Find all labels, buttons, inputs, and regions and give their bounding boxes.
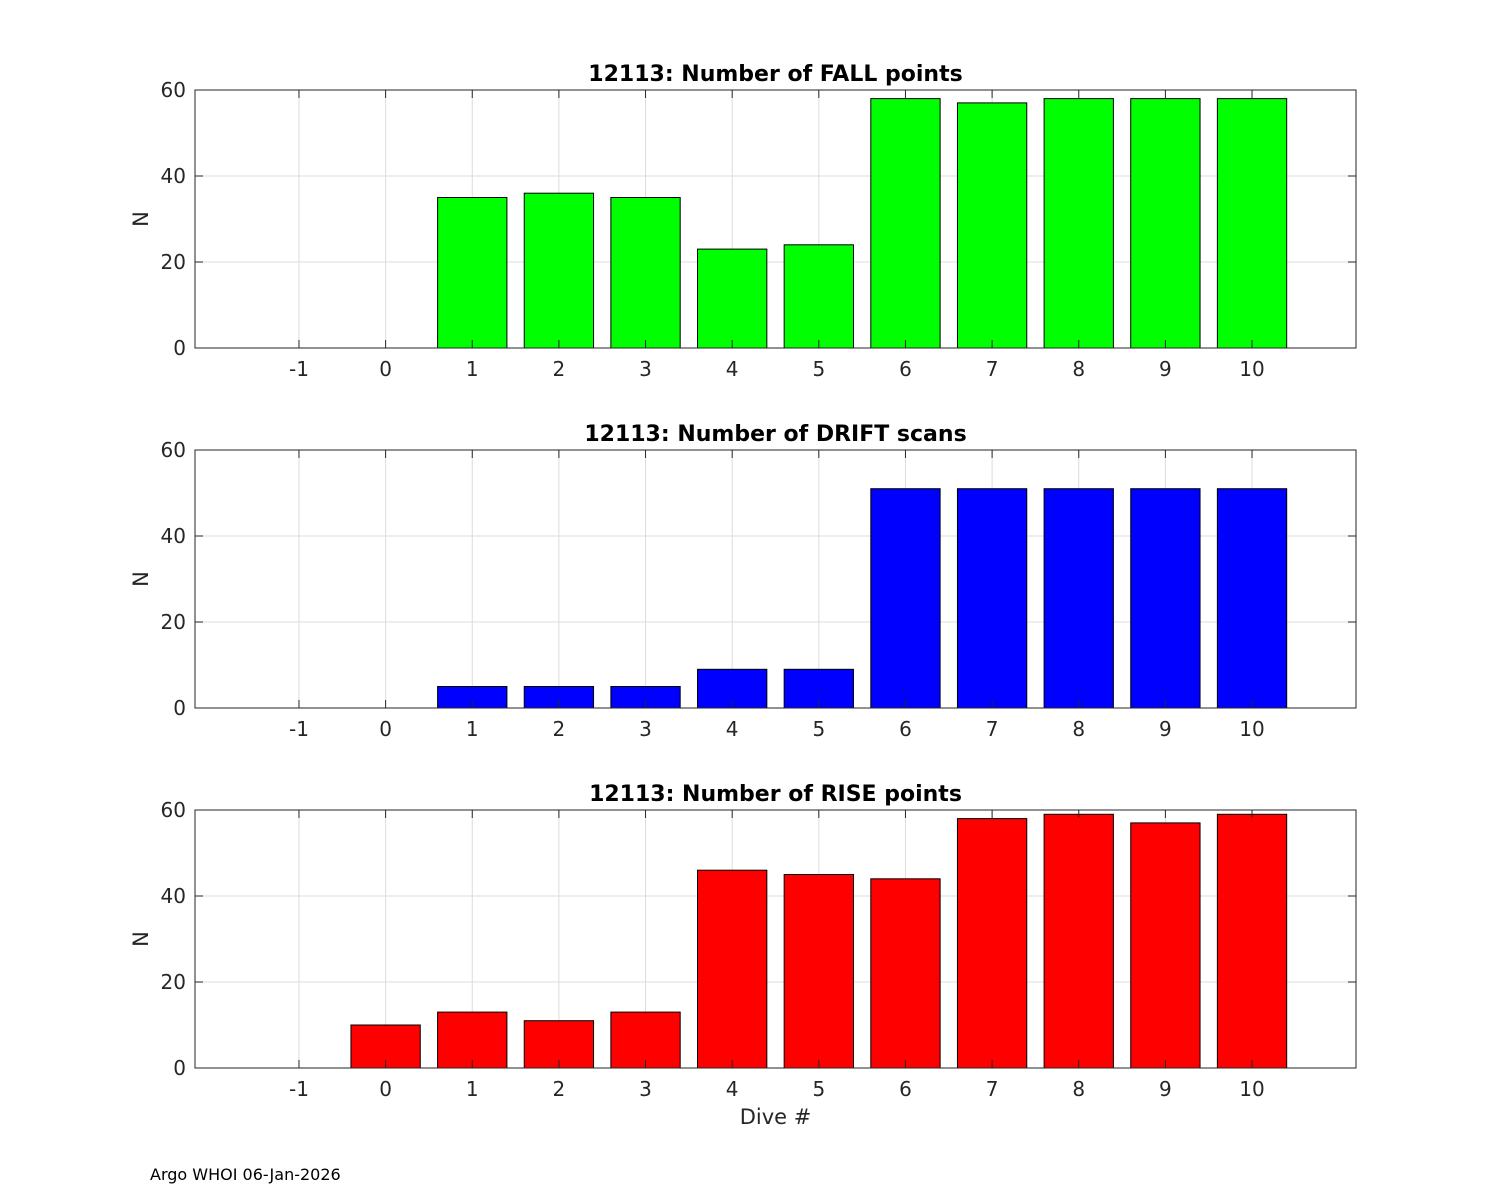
x-tick-label: 1 [466, 357, 479, 381]
y-tick-label: 40 [161, 164, 186, 188]
bar [956, 818, 1028, 1069]
x-tick-label: 9 [1159, 1077, 1172, 1101]
x-tick-label: 9 [1159, 357, 1172, 381]
x-tick-label: 8 [1072, 1077, 1085, 1101]
x-tick-label: 2 [553, 1077, 566, 1101]
x-tick-label: 1 [466, 717, 479, 741]
x-tick-label: -1 [289, 717, 309, 741]
x-tick-label: 2 [553, 717, 566, 741]
chart-title: 12113: Number of RISE points [589, 782, 962, 807]
footer-credit: Argo WHOI 06-Jan-2026 [150, 1165, 341, 1184]
axes-box [194, 89, 1357, 349]
bar [1216, 98, 1288, 349]
y-tick-label: 60 [161, 798, 186, 822]
x-tick-label: 1 [466, 1077, 479, 1101]
x-tick-label: 0 [379, 357, 392, 381]
bar [1043, 488, 1114, 709]
y-tick-label: 0 [173, 696, 186, 720]
x-tick-label: 6 [899, 1077, 912, 1101]
chart-panel-1: -1 0 1 2 3 4 5 6 7 8 9 10 0 20 40 60 12113: Number of FA… [129, 62, 1357, 381]
y-tick-label: 20 [161, 250, 186, 274]
x-tick-label: 6 [899, 357, 912, 381]
y-tick-label: 20 [161, 970, 186, 994]
x-tick-label: 7 [986, 717, 999, 741]
axes-box [194, 449, 1357, 709]
bar [697, 869, 768, 1069]
x-tick-label: 10 [1239, 1077, 1264, 1101]
x-tick-label: 7 [986, 1077, 999, 1101]
y-axis-label: N [129, 931, 153, 947]
y-tick-label: 40 [161, 524, 186, 548]
bar [523, 192, 595, 349]
bar [956, 488, 1028, 709]
x-tick-label: 8 [1072, 717, 1085, 741]
y-tick-label: 20 [161, 610, 186, 634]
bar [956, 102, 1028, 349]
bar [1043, 813, 1114, 1069]
bar [1216, 813, 1288, 1069]
y-tick-label: 40 [161, 884, 186, 908]
bar [783, 874, 854, 1069]
y-axis-label: N [129, 571, 153, 587]
x-tick-label: 5 [812, 717, 825, 741]
y-tick-label: 0 [173, 336, 186, 360]
y-tick-label: 60 [161, 438, 186, 462]
bar [783, 244, 854, 349]
x-tick-label: 10 [1239, 717, 1264, 741]
bar [870, 878, 941, 1069]
bar [437, 1011, 508, 1069]
x-tick-label: 2 [553, 357, 566, 381]
x-tick-label: 5 [812, 1077, 825, 1101]
bar [437, 197, 508, 349]
bar [610, 197, 681, 349]
chart-title: 12113: Number of FALL points [588, 62, 962, 87]
bar [1216, 488, 1288, 709]
x-tick-label: 4 [726, 357, 739, 381]
x-tick-label: -1 [289, 357, 309, 381]
x-tick-label: 10 [1239, 357, 1264, 381]
x-tick-label: 3 [639, 717, 652, 741]
x-tick-label: 0 [379, 1077, 392, 1101]
y-tick-label: 0 [173, 1056, 186, 1080]
bar [610, 1011, 681, 1069]
bar [870, 98, 941, 349]
x-tick-label: 3 [639, 1077, 652, 1101]
bar [1043, 98, 1114, 349]
chart-title: 12113: Number of DRIFT scans [584, 422, 966, 447]
x-tick-label: -1 [289, 1077, 309, 1101]
bar [1130, 98, 1201, 349]
axes-box [194, 809, 1357, 1069]
x-tick-label: 4 [726, 717, 739, 741]
bar [1130, 822, 1201, 1069]
x-tick-label: 5 [812, 357, 825, 381]
y-axis-label: N [129, 211, 153, 227]
bar [523, 1020, 595, 1069]
x-tick-label: 9 [1159, 717, 1172, 741]
x-tick-label: 4 [726, 1077, 739, 1101]
x-tick-label: 0 [379, 717, 392, 741]
x-tick-label: 3 [639, 357, 652, 381]
x-tick-label: 6 [899, 717, 912, 741]
bar [870, 488, 941, 709]
x-axis-label: Dive # [740, 1105, 812, 1129]
y-tick-label: 60 [161, 78, 186, 102]
chart-panel-2: -1 0 1 2 3 4 5 6 7 8 9 10 0 20 40 60 12113: Number of DR… [129, 422, 1357, 741]
chart-panel-3: -1 0 1 2 3 4 5 6 7 8 9 10 0 20 40 60 12113: Number of RI… [129, 782, 1357, 1129]
bar [697, 248, 768, 349]
x-tick-label: 8 [1072, 357, 1085, 381]
x-tick-label: 7 [986, 357, 999, 381]
bar [1130, 488, 1201, 709]
